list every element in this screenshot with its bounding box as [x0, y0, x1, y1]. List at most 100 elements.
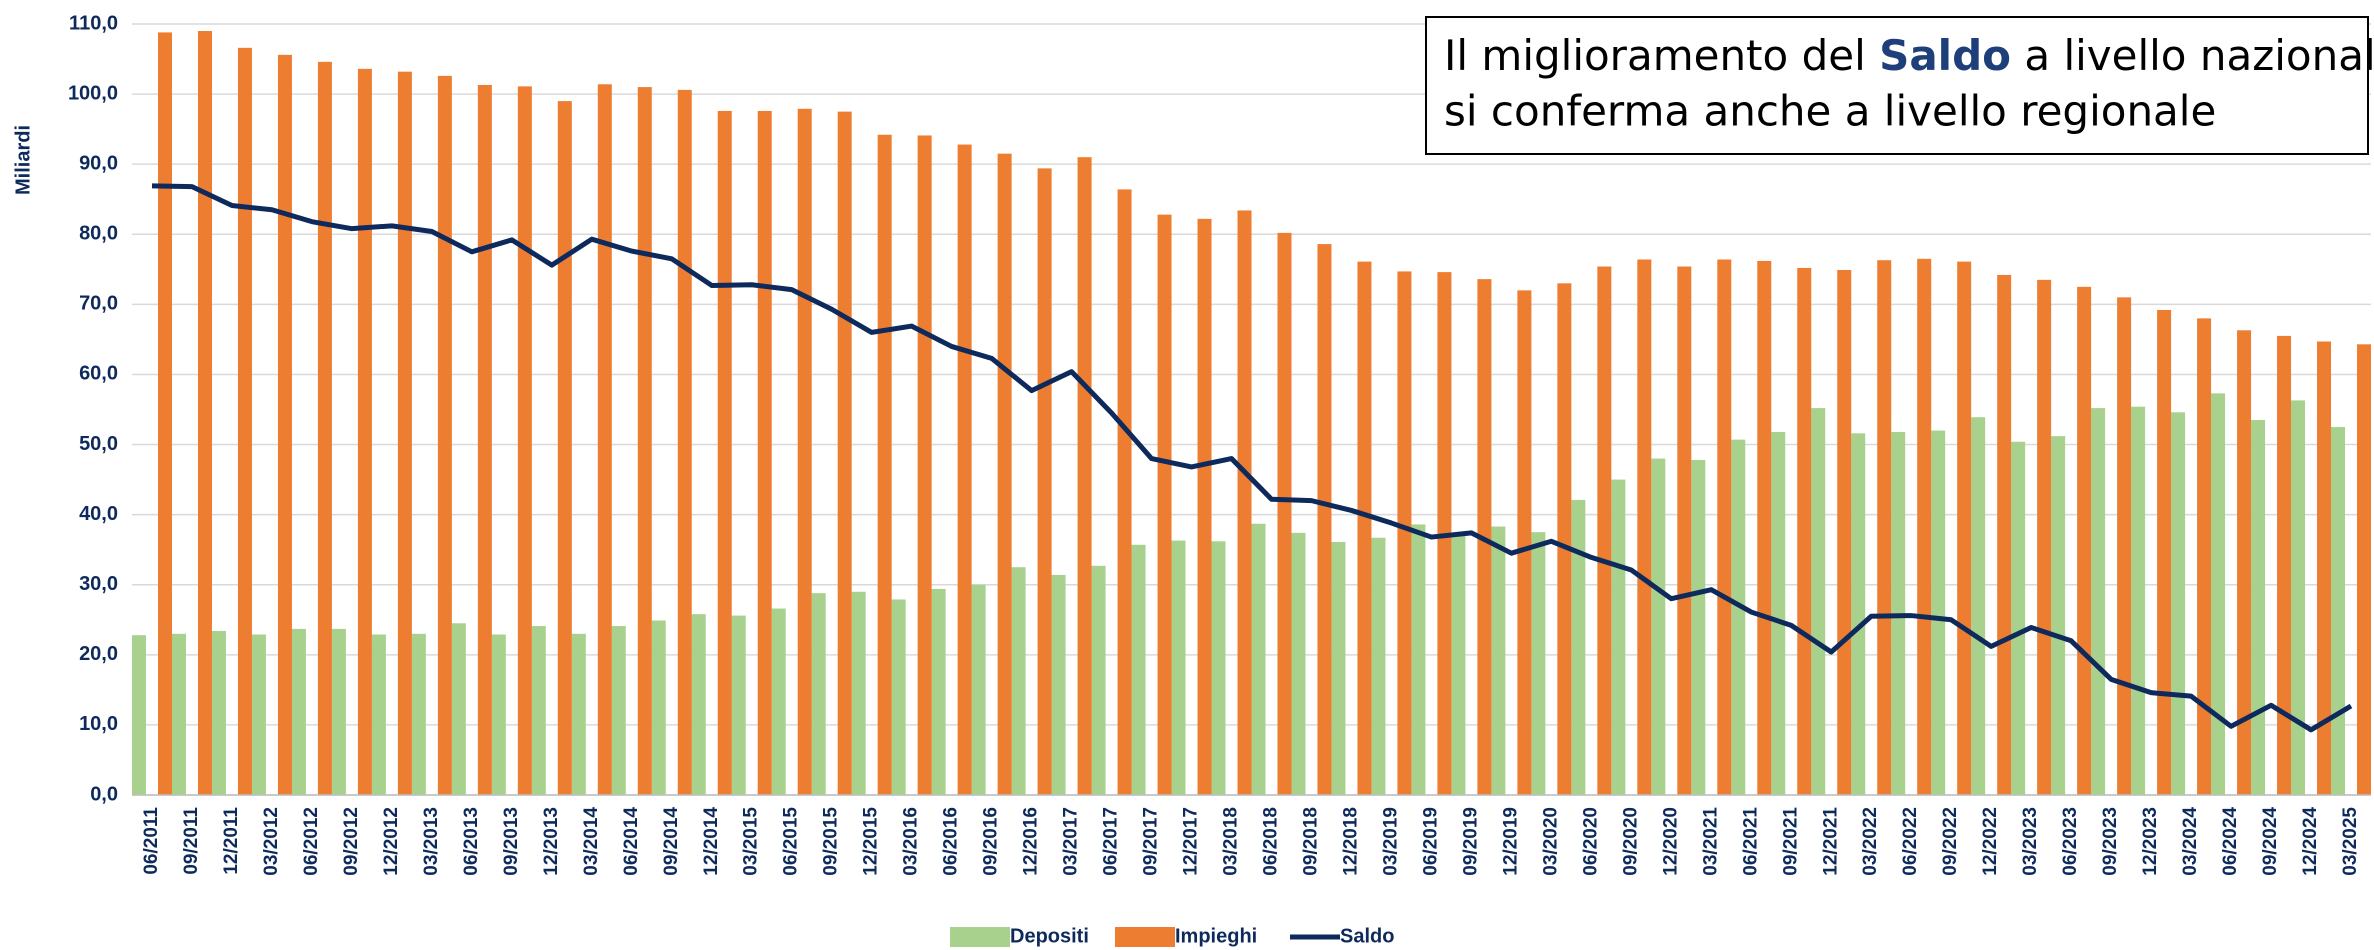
x-tick-label: 03/2022	[1860, 807, 1881, 876]
y-axis-label: Miliardi	[12, 125, 34, 195]
x-tick-label: 12/2014	[701, 807, 722, 876]
bar	[2037, 279, 2052, 796]
bar	[597, 84, 612, 795]
bar	[1717, 259, 1732, 795]
x-tick-label: 12/2016	[1021, 807, 1042, 876]
bar	[357, 68, 372, 796]
bar	[971, 584, 986, 795]
x-tick-label: 03/2025	[2340, 807, 2361, 876]
x-tick-label: 09/2023	[2100, 807, 2121, 876]
legend-label: Depositi	[1010, 925, 1089, 947]
y-tick-label: 70,0	[79, 293, 118, 315]
bar	[1277, 232, 1292, 795]
x-tick-label: 03/2019	[1380, 807, 1401, 876]
bar	[1757, 260, 1772, 795]
x-tick-label: 06/2016	[941, 807, 962, 876]
y-tick-label: 100,0	[68, 82, 118, 104]
bar	[677, 89, 692, 796]
bar	[1597, 266, 1612, 796]
bar	[731, 615, 746, 795]
bar	[1637, 259, 1652, 795]
bar	[2051, 436, 2066, 795]
bar	[171, 633, 186, 795]
bar	[557, 101, 572, 796]
x-tick-label: 09/2014	[661, 807, 682, 876]
bar	[1171, 540, 1186, 795]
bar	[1811, 408, 1826, 795]
bar	[1491, 526, 1506, 795]
x-tick-label: 06/2015	[781, 807, 802, 876]
bar	[2357, 344, 2372, 795]
bar	[451, 623, 466, 795]
bar	[837, 111, 852, 795]
bar	[437, 75, 452, 796]
bar	[1691, 459, 1706, 795]
x-tick-label: 09/2016	[981, 807, 1002, 876]
x-tick-label: 03/2023	[2020, 807, 2041, 876]
bar	[1931, 430, 1946, 795]
bar	[1237, 210, 1252, 795]
bar	[2251, 420, 2266, 795]
annotation-line: Il miglioramento del Saldo a livello naz…	[1444, 31, 2374, 80]
bar	[1011, 567, 1026, 795]
x-tick-label: 09/2019	[1460, 807, 1481, 876]
x-tick-label: 03/2018	[1221, 807, 1242, 876]
x-tick-label: 03/2016	[901, 807, 922, 876]
x-tick-label: 09/2017	[1141, 807, 1162, 876]
bar	[1957, 261, 1972, 796]
bar	[1251, 523, 1266, 795]
bar	[2077, 286, 2092, 795]
x-tick-label: 09/2020	[1620, 807, 1641, 876]
bar	[251, 634, 266, 795]
bar	[331, 628, 346, 795]
bar	[1051, 574, 1066, 795]
bar	[571, 633, 586, 795]
bar	[797, 108, 812, 795]
x-tick-label: 06/2022	[1900, 807, 1921, 876]
bar	[411, 633, 426, 795]
bar	[2197, 318, 2212, 795]
bar	[397, 71, 412, 796]
x-tick-label: 12/2024	[2300, 807, 2321, 876]
x-tick-label: 03/2024	[2180, 807, 2201, 876]
annotation-text: Saldo	[1879, 31, 2011, 80]
bar	[2277, 335, 2292, 795]
bar	[931, 588, 946, 795]
bar	[957, 144, 972, 795]
bar	[771, 608, 786, 795]
x-tick-label: 12/2015	[861, 807, 882, 876]
bar	[1677, 266, 1692, 796]
bar	[531, 626, 546, 795]
y-tick-label: 50,0	[79, 433, 118, 455]
x-tick-label: 12/2023	[2140, 807, 2161, 876]
bar	[2211, 393, 2226, 795]
bar	[2171, 412, 2186, 795]
y-tick-label: 20,0	[79, 643, 118, 665]
bar	[317, 61, 332, 795]
bar	[1077, 157, 1092, 795]
annotation-text: Il miglioramento del	[1444, 31, 1879, 80]
bar	[197, 31, 212, 795]
x-tick-label: 09/2021	[1780, 807, 1801, 876]
x-tick-label: 12/2011	[221, 807, 242, 875]
bar	[691, 614, 706, 795]
annotation-text: a livello nazionale	[2011, 31, 2374, 80]
x-tick-label: 03/2013	[421, 807, 442, 876]
bar	[2011, 441, 2026, 795]
bar	[2291, 400, 2306, 795]
bar	[2117, 297, 2132, 795]
bar	[1157, 214, 1172, 795]
x-tick-label: 06/2013	[461, 807, 482, 876]
y-tick-label: 60,0	[79, 363, 118, 385]
x-tick-label: 09/2024	[2260, 807, 2281, 876]
bar	[1037, 168, 1052, 795]
x-tick-label: 12/2018	[1340, 807, 1361, 876]
bar	[1397, 271, 1412, 795]
bar	[757, 110, 772, 796]
bar	[1291, 532, 1306, 795]
bar	[1451, 534, 1466, 795]
x-tick-label: 06/2024	[2220, 807, 2241, 876]
bar	[1837, 270, 1852, 795]
bar	[371, 634, 386, 795]
